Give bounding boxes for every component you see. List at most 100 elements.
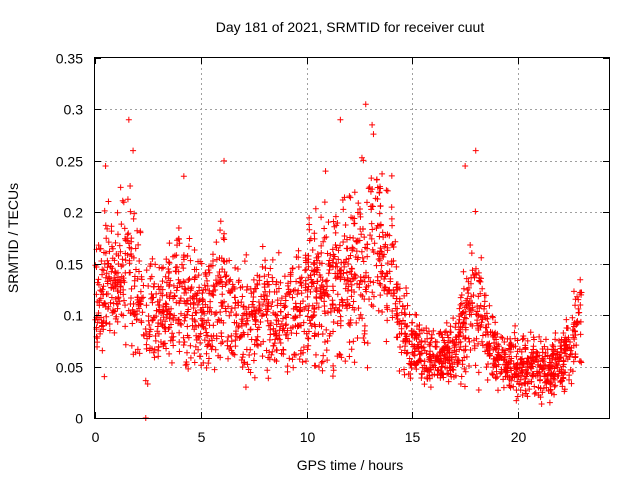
data-point (180, 265, 187, 272)
data-point (537, 385, 544, 392)
data-point (264, 317, 271, 324)
data-point (160, 343, 167, 350)
data-point (120, 297, 127, 304)
data-point (360, 258, 367, 265)
data-point (312, 205, 319, 212)
data-point (471, 270, 478, 277)
data-point (306, 214, 313, 221)
data-point (131, 273, 138, 280)
data-point (335, 256, 342, 263)
data-point (411, 352, 418, 359)
data-point (475, 387, 482, 394)
data-point (363, 199, 370, 206)
data-point (305, 307, 312, 314)
data-point (452, 324, 459, 331)
data-point (221, 157, 228, 164)
data-point (122, 323, 129, 330)
y-tick-label: 0.05 (56, 360, 83, 376)
data-point (389, 241, 396, 248)
data-point (284, 368, 291, 375)
data-point (457, 323, 464, 330)
data-point (462, 368, 469, 375)
data-point (153, 290, 160, 297)
data-point (252, 318, 259, 325)
data-point (221, 230, 228, 237)
data-point (570, 358, 577, 365)
data-point (521, 373, 528, 380)
data-point (513, 387, 520, 394)
data-point (131, 283, 138, 290)
data-point (388, 204, 395, 211)
data-point (452, 320, 459, 327)
data-point (198, 362, 205, 369)
data-point (369, 289, 376, 296)
data-point (125, 230, 132, 237)
data-point (421, 362, 428, 369)
data-point (130, 309, 137, 316)
data-point (467, 321, 474, 328)
data-point (358, 231, 365, 238)
data-point (101, 249, 107, 256)
data-point (408, 319, 415, 326)
data-point (209, 291, 216, 298)
data-point (253, 337, 260, 344)
data-point (408, 331, 415, 338)
data-point (355, 305, 362, 312)
data-point (255, 306, 262, 313)
y-tick-label: 0.2 (64, 205, 84, 221)
data-point (442, 364, 449, 371)
data-point (493, 368, 500, 375)
data-point (157, 317, 164, 324)
data-point (345, 277, 352, 284)
data-point (199, 290, 206, 297)
data-point (389, 307, 396, 314)
data-point (163, 256, 170, 263)
data-point (187, 354, 194, 361)
data-point (150, 316, 157, 323)
y-tick-label: 0 (75, 411, 83, 427)
data-point (156, 297, 163, 304)
data-point (322, 278, 329, 285)
data-point (193, 309, 200, 316)
data-point (432, 343, 439, 350)
data-point (514, 337, 521, 344)
data-point (472, 265, 479, 272)
data-point (384, 317, 391, 324)
data-point (308, 279, 315, 286)
data-point (336, 301, 343, 308)
data-point (290, 315, 297, 322)
data-point (533, 348, 540, 355)
data-point (281, 302, 288, 309)
data-point (426, 341, 433, 348)
data-point (177, 295, 184, 302)
data-point (281, 273, 288, 280)
data-point (313, 269, 320, 276)
data-point (406, 311, 413, 318)
data-point (345, 320, 352, 327)
data-point (165, 270, 172, 277)
data-point (563, 316, 570, 323)
data-point (573, 319, 580, 326)
data-point (338, 296, 345, 303)
data-point (351, 288, 358, 295)
data-point (111, 329, 118, 336)
data-point (130, 300, 137, 307)
data-point (520, 332, 527, 339)
data-point (206, 337, 213, 344)
data-point (413, 366, 420, 373)
data-point (125, 307, 132, 314)
data-point (297, 279, 304, 286)
data-point (122, 250, 129, 257)
data-point (203, 350, 210, 357)
data-point (368, 220, 375, 227)
data-point (388, 172, 395, 179)
data-point (175, 224, 182, 231)
data-point (232, 343, 239, 350)
data-point (94, 343, 101, 350)
data-point (241, 258, 248, 265)
data-point (373, 176, 380, 183)
data-point (228, 332, 235, 339)
data-point (255, 342, 262, 349)
data-point (387, 278, 394, 285)
data-point (377, 292, 384, 299)
